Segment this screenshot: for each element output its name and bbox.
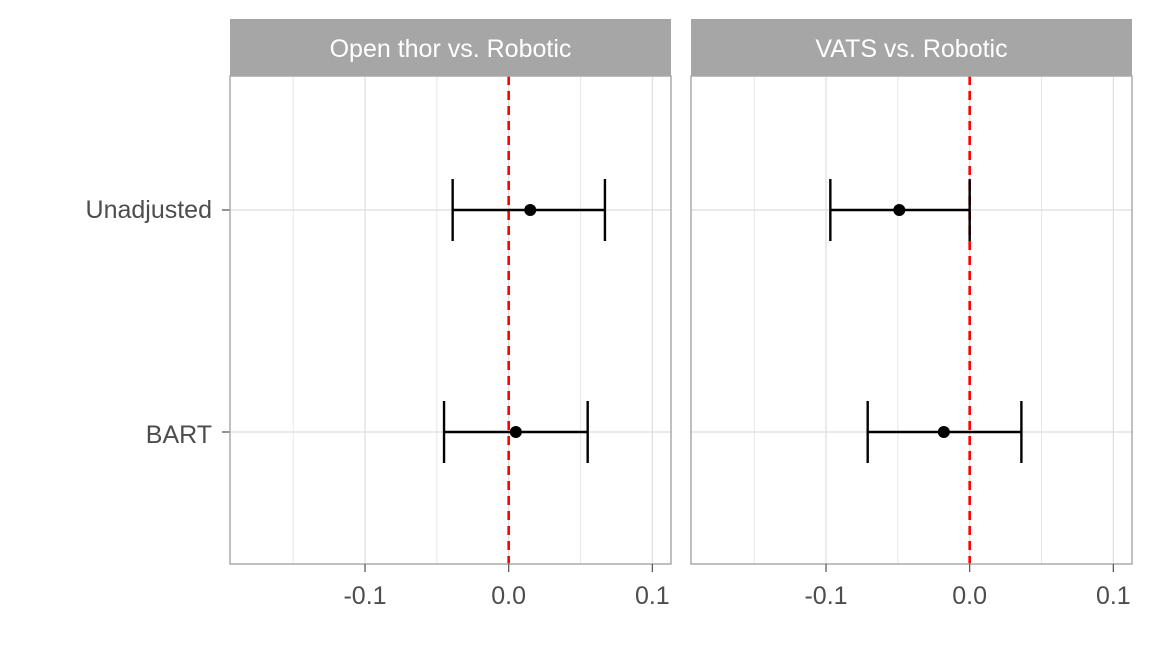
point-estimate-bart (509, 426, 522, 438)
y-axis-ticks (222, 209, 230, 433)
x-tick-label-neg-0-1: -0.1 (343, 582, 386, 610)
x-tick-label-0-0: 0.0 (952, 582, 987, 610)
point-estimate-bart (937, 426, 950, 438)
x-tick-label-0-1: 0.1 (1096, 582, 1131, 610)
facet-panel-open-thor-vs-robotic: Open thor vs. Robotic -0.1 0.0 0.1 (229, 19, 672, 610)
panel-border (690, 75, 1133, 565)
x-tick-label-neg-0-1: -0.1 (804, 582, 847, 610)
y-tick-label-bart: BART (146, 421, 212, 449)
y-axis-labels: Unadjusted BART (86, 196, 212, 449)
strip-title: Open thor vs. Robotic (330, 35, 572, 63)
y-tick-label-unadjusted: Unadjusted (86, 196, 212, 224)
x-axis: -0.1 0.0 0.1 (343, 564, 670, 610)
x-tick-label-0-1: 0.1 (635, 582, 670, 610)
strip-background (691, 19, 1132, 76)
point-estimate-unadjusted (524, 204, 537, 216)
strip-title: VATS vs. Robotic (815, 35, 1007, 63)
plot-area (691, 76, 1132, 564)
point-estimate-unadjusted (893, 204, 906, 216)
x-axis: -0.1 0.0 0.1 (804, 564, 1131, 610)
strip-background (230, 19, 671, 76)
panel-border (229, 75, 672, 565)
x-tick-label-0-0: 0.0 (491, 582, 526, 610)
facet-panel-vats-vs-robotic: VATS vs. Robotic -0.1 0.0 0.1 (690, 19, 1133, 610)
plot-area (230, 76, 671, 564)
